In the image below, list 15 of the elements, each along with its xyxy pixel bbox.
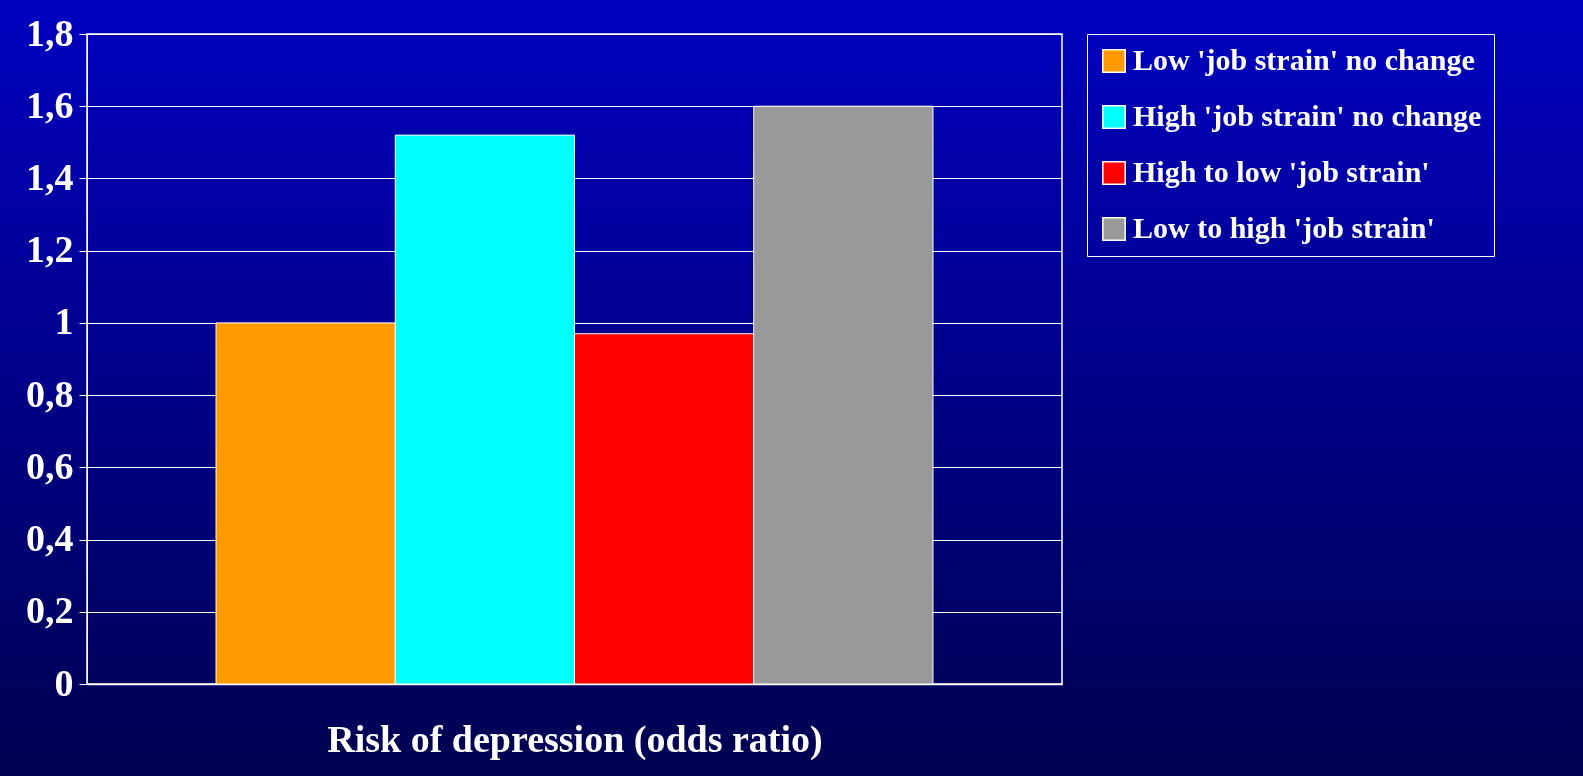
y-tick-label: 1,6 (26, 83, 74, 126)
y-tick-label: 1,4 (26, 155, 74, 198)
y-tick-label: 1,2 (26, 228, 74, 271)
y-tick-label: 0,6 (26, 444, 74, 487)
x-axis-title: Risk of depression (odds ratio) (327, 717, 823, 761)
y-tick-label: 0 (54, 661, 74, 704)
y-tick-label: 0,8 (26, 372, 74, 415)
y-tick-label: 1 (54, 300, 74, 343)
legend-label: Low to high 'job strain' (1133, 211, 1435, 244)
legend-label: High to low 'job strain' (1133, 155, 1430, 188)
legend-label: High 'job strain' no change (1133, 99, 1482, 132)
legend-label: Low 'job strain' no change (1133, 43, 1475, 76)
y-tick-label: 0,4 (26, 517, 74, 560)
y-tick-label: 1,8 (26, 11, 74, 54)
y-tick-label: 0,2 (26, 589, 74, 632)
